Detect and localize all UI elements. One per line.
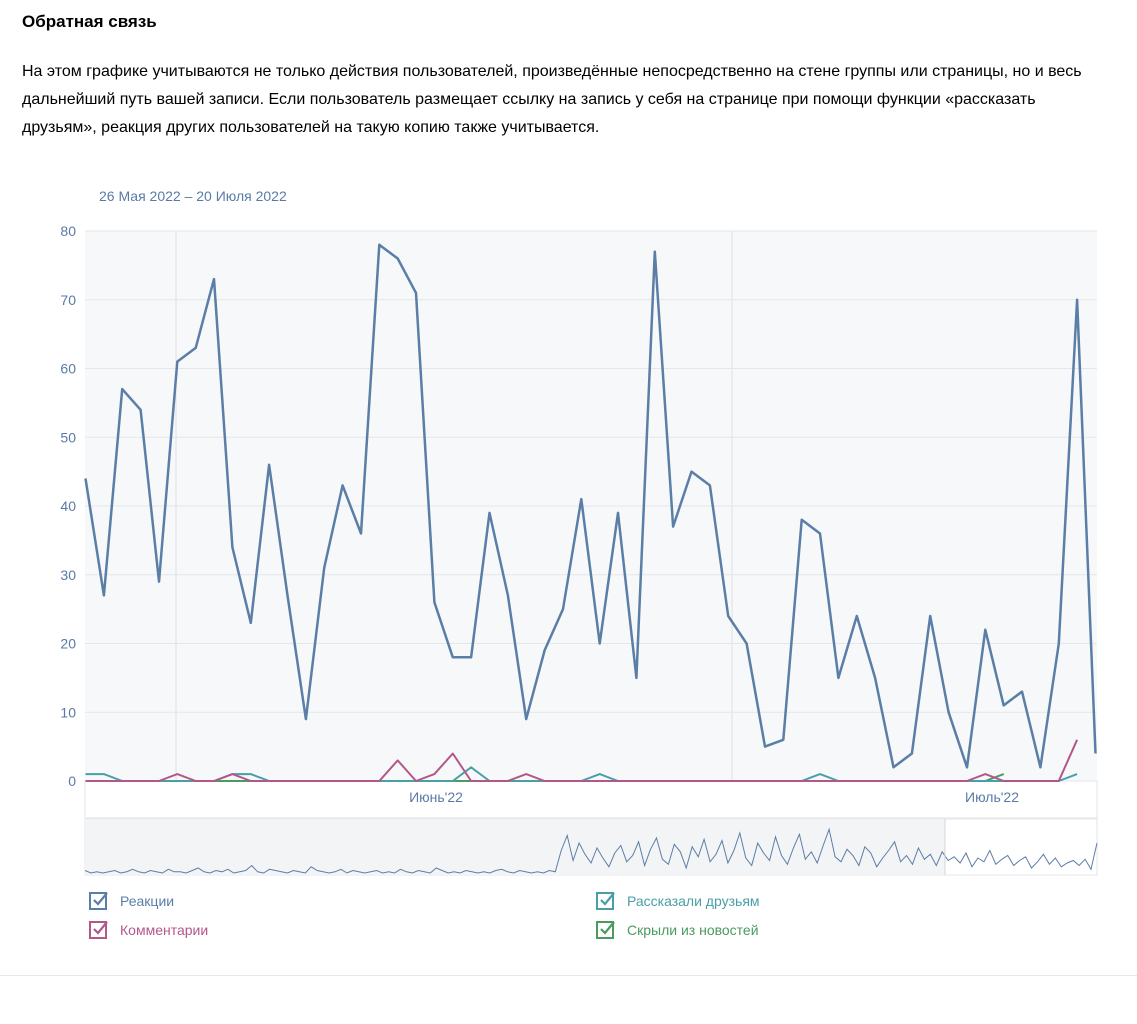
y-tick-label: 50 xyxy=(60,429,76,445)
section-title: Обратная связь xyxy=(22,12,157,31)
check-mark-icon xyxy=(93,921,108,935)
series-line-1 xyxy=(85,739,1079,782)
legend-label: Скрыли из новостей xyxy=(627,922,759,938)
check-mark-icon xyxy=(600,921,615,935)
date-range-label[interactable]: 26 Мая 2022 – 20 Июля 2022 xyxy=(99,188,287,204)
overview-shade xyxy=(85,819,945,875)
checkbox-checked-icon xyxy=(596,892,615,910)
series-line-0 xyxy=(84,243,1097,769)
section-description: На этом графике учитываются не только де… xyxy=(22,63,1082,136)
checkbox-checked-icon xyxy=(89,921,108,939)
x-axis-strip xyxy=(84,780,1098,819)
feedback-line-chart: 0 10 20 30 40 50 60 70 80 Июнь'22 Июль'22 xyxy=(60,223,1098,876)
y-tick-label: 40 xyxy=(60,498,76,514)
legend-item-hidden[interactable]: Скрыли из новостей xyxy=(596,921,759,939)
check-mark-icon xyxy=(600,892,615,906)
y-tick-label: 20 xyxy=(60,636,76,652)
legend-label: Комментарии xyxy=(120,922,209,938)
checkbox-checked-icon xyxy=(89,892,108,910)
x-tick-label: Июнь'22 xyxy=(409,789,463,805)
legend-label: Рассказали друзьям xyxy=(627,893,760,909)
x-tick-label: Июль'22 xyxy=(965,789,1019,805)
legend-item-comments[interactable]: Комментарии xyxy=(89,921,208,939)
y-tick-label: 30 xyxy=(60,567,76,583)
legend-item-reactions[interactable]: Реакции xyxy=(89,892,174,910)
y-tick-label: 60 xyxy=(60,361,76,377)
legend-item-shares[interactable]: Рассказали друзьям xyxy=(596,892,760,910)
y-tick-label: 10 xyxy=(60,704,76,720)
legend-label: Реакции xyxy=(120,893,175,909)
overview-line xyxy=(84,827,1098,874)
section-divider xyxy=(0,975,1137,976)
check-mark-icon xyxy=(93,892,108,906)
y-tick-label: 70 xyxy=(60,292,76,308)
checkbox-checked-icon xyxy=(596,921,615,939)
y-tick-label: 80 xyxy=(60,223,76,239)
y-tick-label: 0 xyxy=(68,773,76,789)
